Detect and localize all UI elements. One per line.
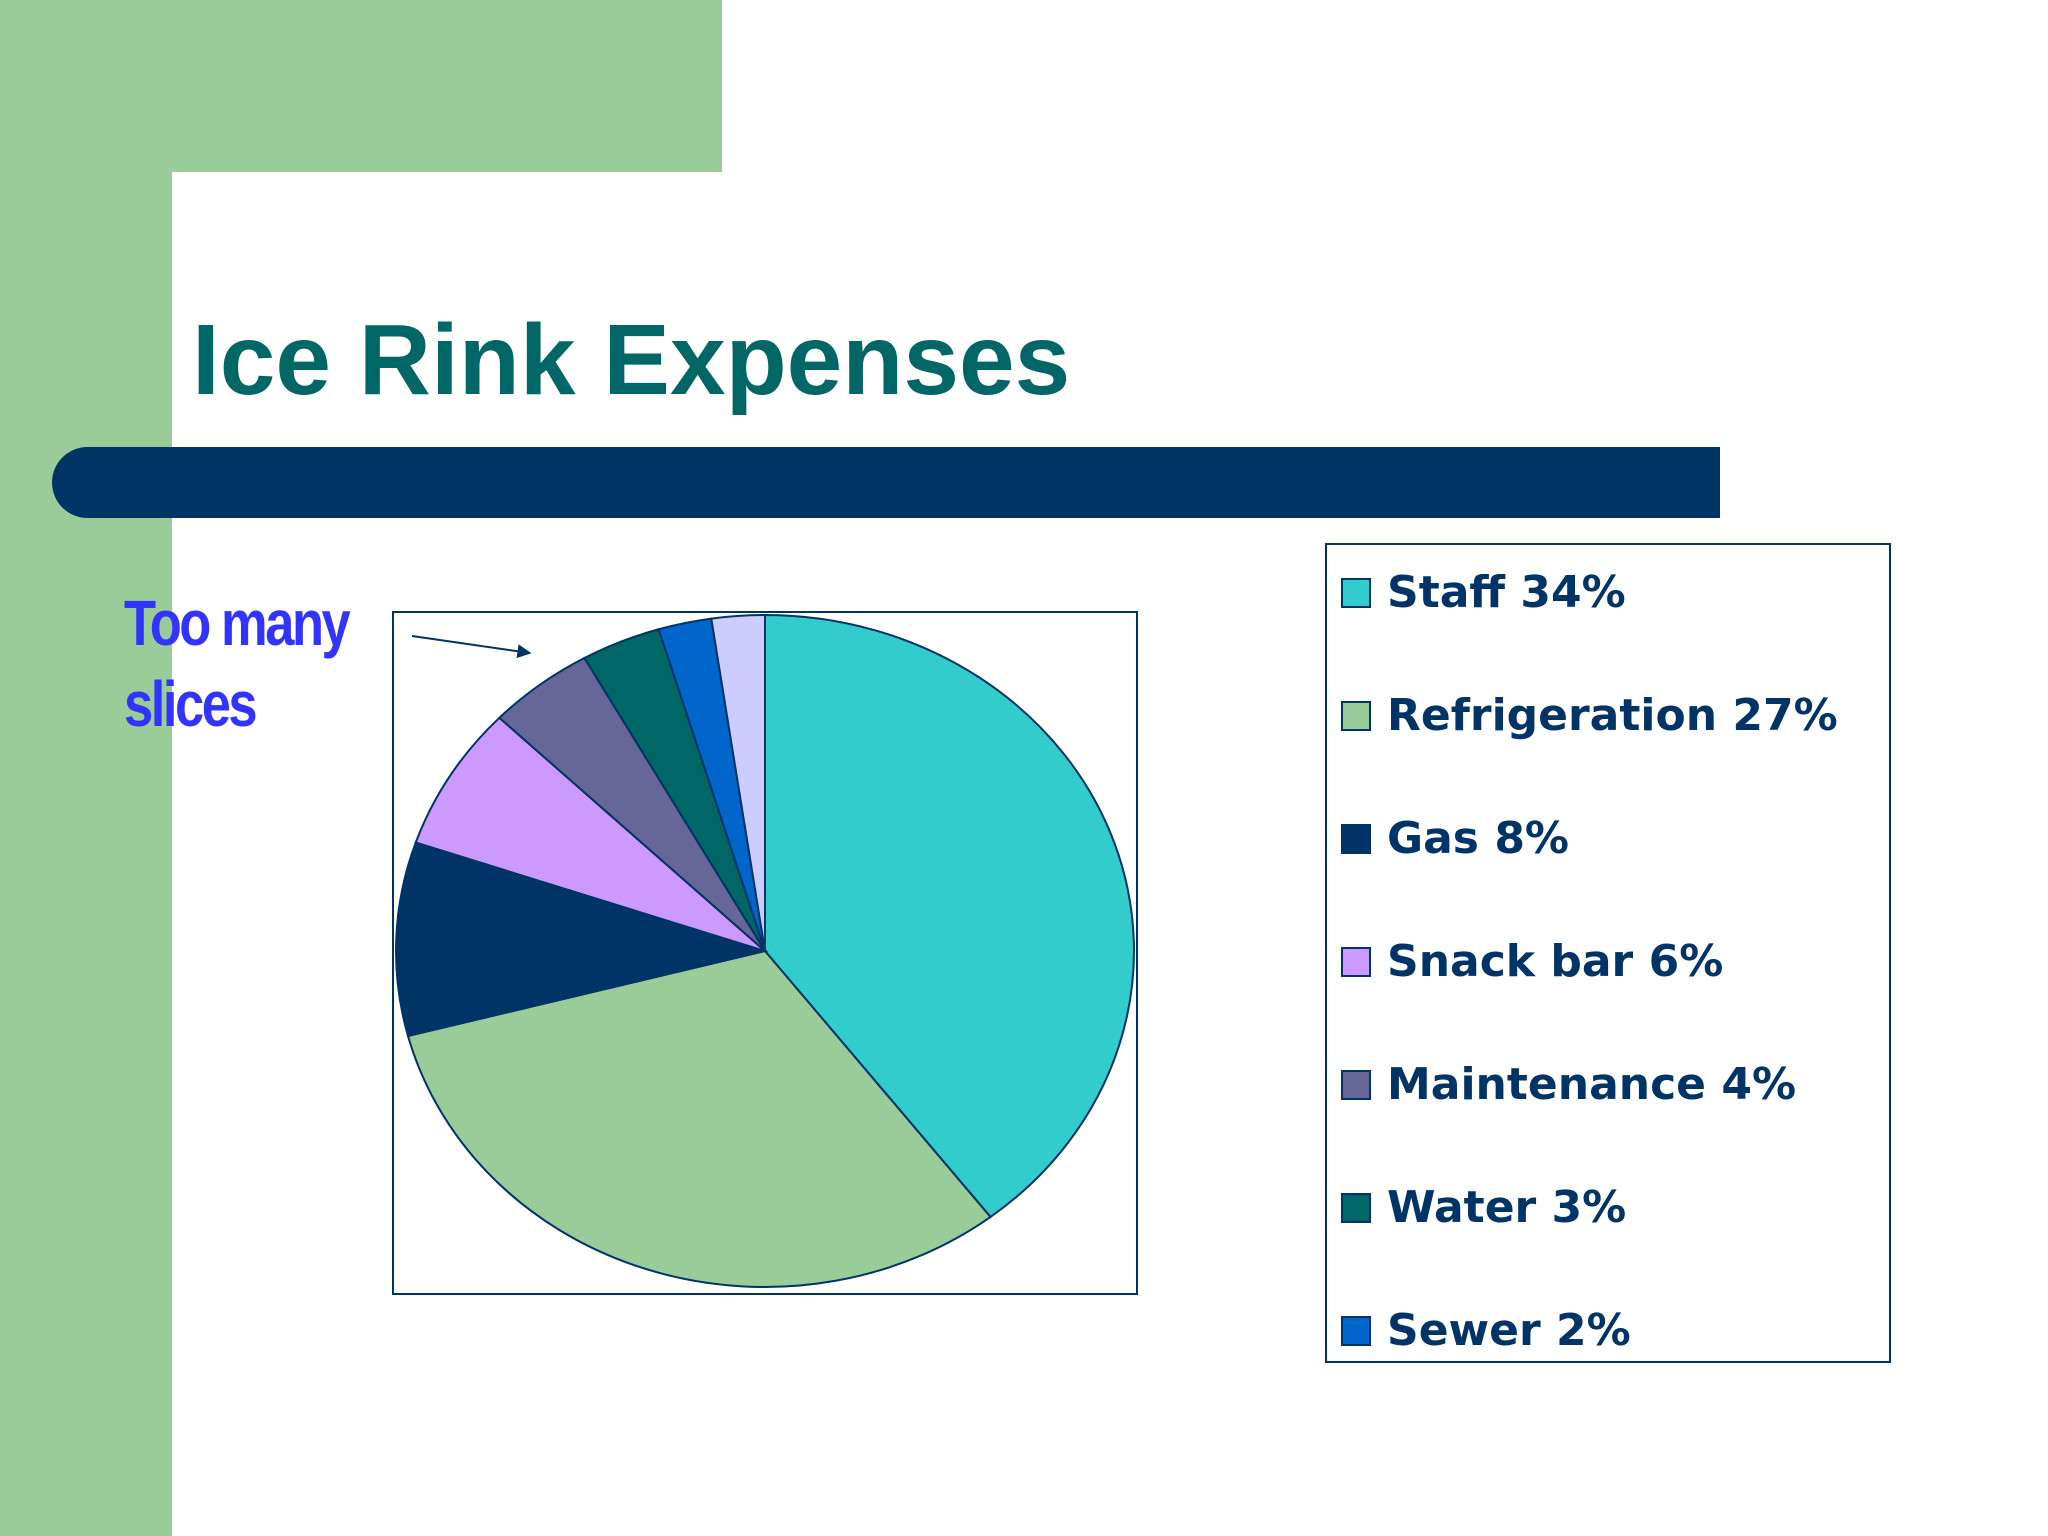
legend-label: Water 3% [1387, 1182, 1627, 1233]
legend-swatch [1341, 947, 1371, 977]
pie-slice-gas [395, 841, 769, 1038]
annotation-too-many-slices: Too many slices [124, 583, 351, 745]
legend-swatch [1341, 1193, 1371, 1223]
legend-label: Sewer 2% [1387, 1305, 1631, 1356]
legend-label: Gas 8% [1387, 813, 1570, 864]
title-underline-bar [52, 447, 1720, 518]
legend-item: Maintenance 4% [1341, 1060, 1796, 1110]
slide-background-left-bar [0, 0, 172, 1536]
slide-title: Ice Rink Expenses [192, 304, 1071, 416]
legend-item: Sewer 2% [1341, 1306, 1631, 1356]
legend-item: Snack bar 6% [1341, 937, 1723, 987]
legend-label: Staff 34% [1387, 567, 1626, 618]
legend-swatch [1341, 701, 1371, 731]
legend-swatch [1341, 1316, 1371, 1346]
legend-swatch [1341, 1070, 1371, 1100]
annotation-arrow [411, 635, 532, 659]
chart-legend: Staff 34% Refrigeration 27% Gas 8% Snack ba… [1325, 543, 1891, 1363]
legend-item: Water 3% [1341, 1183, 1626, 1233]
legend-item: Refrigeration 27% [1341, 691, 1838, 741]
pie-slice-unlabeled [710, 613, 766, 952]
pie-slice-staff [764, 613, 1135, 1219]
annotation-line-2: slices [124, 668, 258, 740]
legend-swatch [1341, 824, 1371, 854]
legend-swatch [1341, 578, 1371, 608]
pie-slices [395, 613, 1135, 1288]
legend-label: Refrigeration 27% [1387, 690, 1838, 741]
legend-item: Staff 34% [1341, 568, 1626, 618]
legend-label: Maintenance 4% [1387, 1059, 1797, 1110]
legend-item: Gas 8% [1341, 814, 1569, 864]
annotation-line-1: Too many [124, 587, 351, 659]
pie-slice-refrigeration [406, 949, 992, 1288]
pie-slice-snack-bar [414, 716, 766, 952]
legend-label: Snack bar 6% [1387, 936, 1724, 987]
